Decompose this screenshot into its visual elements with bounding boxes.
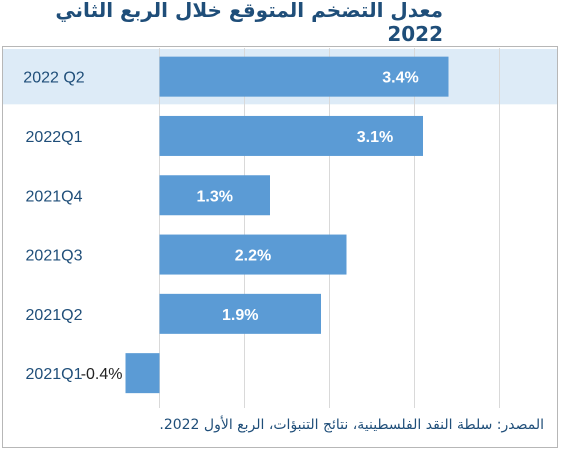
category-label: 2021Q2: [26, 307, 83, 324]
data-label: 3.4%: [382, 70, 418, 87]
data-label: -0.4%: [81, 366, 123, 383]
data-label: 1.9%: [222, 307, 258, 324]
category-label: 2022Q1: [26, 129, 83, 146]
bar: [125, 353, 160, 394]
bar: [159, 115, 423, 156]
category-label: 2021Q3: [26, 248, 83, 265]
category-label: 2021Q4: [26, 188, 83, 205]
category-label: 2021Q1: [26, 366, 83, 383]
data-label: 3.1%: [357, 129, 393, 146]
bar: [159, 56, 449, 97]
bar: [159, 175, 270, 216]
chart-source-note: المصدر: سلطة النقد الفلسطينية، نتائج الت…: [159, 417, 544, 433]
bar: [159, 293, 321, 334]
category-label: 2022 Q2: [23, 70, 84, 87]
data-label: 2.2%: [235, 248, 271, 265]
data-label: 1.3%: [197, 188, 233, 205]
chart-title: معدل التضخم المتوقع خلال الربع الثاني 20…: [55, 0, 443, 46]
bar: [159, 234, 347, 275]
